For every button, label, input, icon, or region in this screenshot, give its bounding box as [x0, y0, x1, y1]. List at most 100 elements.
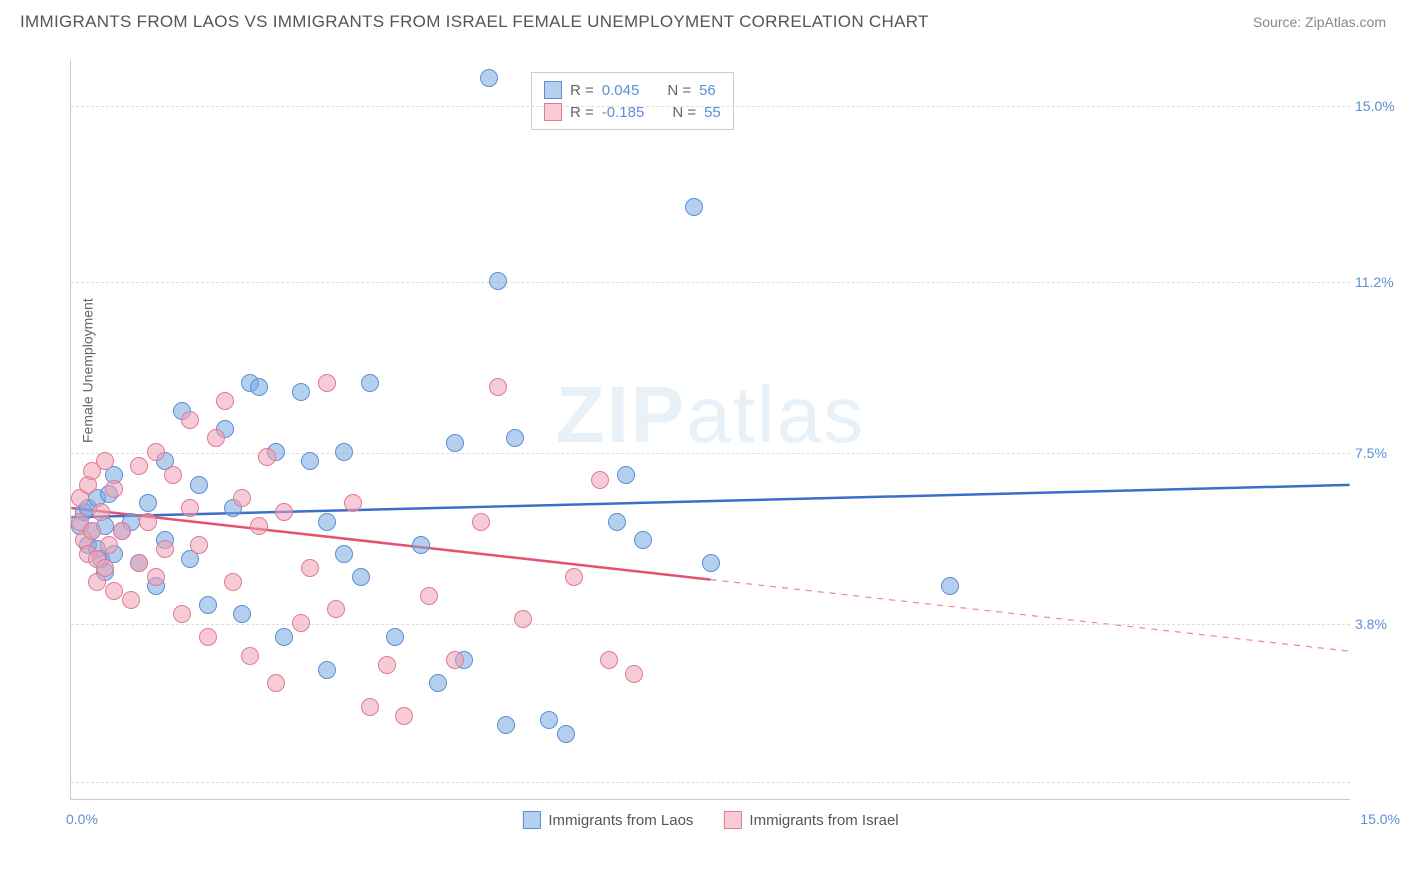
scatter-point — [190, 536, 208, 554]
scatter-point — [173, 605, 191, 623]
scatter-point — [207, 429, 225, 447]
xtick-label: 15.0% — [1360, 811, 1400, 827]
stats-row-israel: R = -0.185 N = 55 — [544, 101, 721, 123]
scatter-point — [361, 374, 379, 392]
scatter-point — [565, 568, 583, 586]
scatter-point — [130, 457, 148, 475]
scatter-point — [318, 513, 336, 531]
scatter-point — [634, 531, 652, 549]
ytick-label: 11.2% — [1355, 274, 1400, 290]
scatter-point — [514, 610, 532, 628]
scatter-point — [96, 559, 114, 577]
ytick-label: 3.8% — [1355, 616, 1400, 632]
scatter-point — [292, 614, 310, 632]
scatter-point — [472, 513, 490, 531]
scatter-point — [301, 452, 319, 470]
trend-lines-svg — [71, 60, 1350, 799]
scatter-point — [156, 540, 174, 558]
trend-line-solid — [71, 485, 1349, 517]
chart-header: IMMIGRANTS FROM LAOS VS IMMIGRANTS FROM … — [0, 0, 1406, 40]
scatter-point — [344, 494, 362, 512]
plot-area: ZIPatlas R = 0.045 N = 56 R = -0.185 N =… — [70, 60, 1350, 800]
scatter-point — [318, 374, 336, 392]
scatter-point — [96, 452, 114, 470]
scatter-point — [199, 628, 217, 646]
scatter-point — [335, 443, 353, 461]
scatter-point — [506, 429, 524, 447]
scatter-point — [224, 573, 242, 591]
scatter-point — [702, 554, 720, 572]
scatter-point — [147, 443, 165, 461]
scatter-point — [105, 480, 123, 498]
scatter-point — [275, 503, 293, 521]
chart-title: IMMIGRANTS FROM LAOS VS IMMIGRANTS FROM … — [20, 12, 929, 32]
scatter-point — [92, 503, 110, 521]
scatter-point — [147, 568, 165, 586]
xtick-label: 0.0% — [66, 811, 98, 827]
scatter-point — [685, 198, 703, 216]
scatter-point — [100, 536, 118, 554]
scatter-point — [327, 600, 345, 618]
legend-item-laos: Immigrants from Laos — [522, 811, 693, 829]
scatter-point — [361, 698, 379, 716]
scatter-point — [181, 499, 199, 517]
scatter-point — [395, 707, 413, 725]
scatter-point — [557, 725, 575, 743]
scatter-point — [941, 577, 959, 595]
gridline — [71, 106, 1350, 107]
scatter-point — [301, 559, 319, 577]
scatter-point — [105, 582, 123, 600]
scatter-point — [429, 674, 447, 692]
scatter-point — [113, 522, 131, 540]
trend-line-dashed — [711, 580, 1350, 652]
ytick-label: 7.5% — [1355, 445, 1400, 461]
scatter-point — [233, 605, 251, 623]
legend-label-israel: Immigrants from Israel — [749, 812, 898, 829]
chart-source: Source: ZipAtlas.com — [1253, 14, 1386, 30]
scatter-point — [608, 513, 626, 531]
legend-label-laos: Immigrants from Laos — [548, 812, 693, 829]
watermark: ZIPatlas — [556, 369, 865, 461]
legend-swatch-laos-icon — [522, 811, 540, 829]
scatter-point — [233, 489, 251, 507]
stats-row-laos: R = 0.045 N = 56 — [544, 79, 721, 101]
scatter-point — [497, 716, 515, 734]
n-value-laos: 56 — [699, 82, 716, 99]
correlation-stats-box: R = 0.045 N = 56 R = -0.185 N = 55 — [531, 72, 734, 130]
scatter-point — [199, 596, 217, 614]
scatter-point — [480, 69, 498, 87]
scatter-point — [216, 392, 234, 410]
scatter-point — [335, 545, 353, 563]
legend-item-israel: Immigrants from Israel — [723, 811, 898, 829]
scatter-point — [83, 522, 101, 540]
swatch-laos-icon — [544, 81, 562, 99]
scatter-point — [446, 434, 464, 452]
r-value-laos: 0.045 — [602, 82, 640, 99]
chart-legend: Immigrants from Laos Immigrants from Isr… — [522, 811, 898, 829]
scatter-point — [446, 651, 464, 669]
scatter-point — [412, 536, 430, 554]
gridline — [71, 282, 1350, 283]
scatter-point — [130, 554, 148, 572]
scatter-point — [318, 661, 336, 679]
scatter-point — [591, 471, 609, 489]
ytick-label: 15.0% — [1355, 98, 1400, 114]
scatter-point — [275, 628, 293, 646]
scatter-point — [139, 513, 157, 531]
scatter-point — [122, 591, 140, 609]
scatter-point — [617, 466, 635, 484]
n-label: N = — [667, 82, 691, 99]
scatter-point — [600, 651, 618, 669]
scatter-point — [489, 378, 507, 396]
scatter-point — [378, 656, 396, 674]
scatter-point — [292, 383, 310, 401]
scatter-point — [386, 628, 404, 646]
gridline — [71, 782, 1350, 783]
legend-swatch-israel-icon — [723, 811, 741, 829]
scatter-point — [540, 711, 558, 729]
scatter-point — [420, 587, 438, 605]
r-label: R = — [570, 82, 594, 99]
chart-container: Female Unemployment ZIPatlas R = 0.045 N… — [50, 50, 1380, 820]
scatter-point — [258, 448, 276, 466]
scatter-point — [139, 494, 157, 512]
